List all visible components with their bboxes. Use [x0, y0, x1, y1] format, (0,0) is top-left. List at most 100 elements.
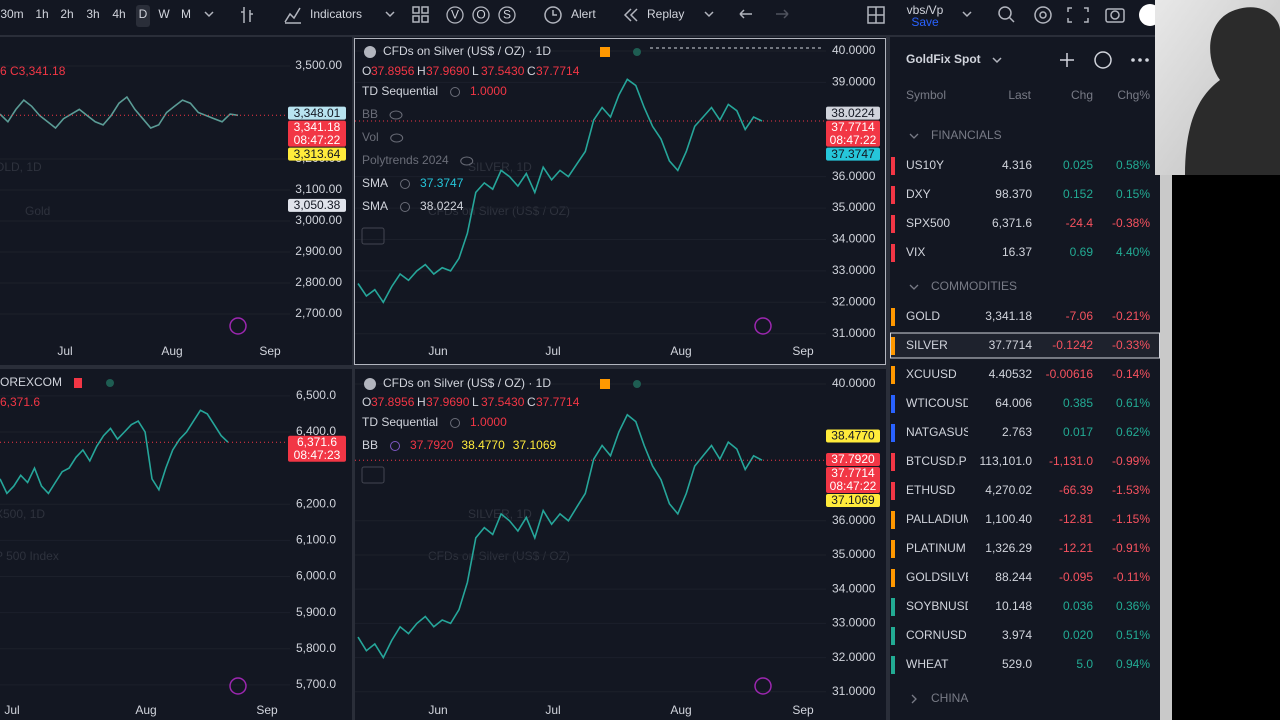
- save-label[interactable]: Save: [911, 15, 939, 29]
- symbol[interactable]: CORNUSD: [906, 628, 967, 642]
- x-tick-label: Sep: [792, 703, 814, 717]
- symbol[interactable]: SOYBNUSD: [906, 599, 974, 613]
- redo-icon[interactable]: [776, 9, 789, 19]
- x-tick-label: Jul: [545, 344, 560, 358]
- lightning-icon[interactable]: [754, 677, 772, 695]
- dropdown-icon[interactable]: [385, 11, 395, 18]
- settings-icon[interactable]: [400, 202, 411, 212]
- symbol[interactable]: VIX: [906, 245, 925, 259]
- section-chevron[interactable]: [909, 133, 919, 139]
- indicator-name[interactable]: TD Sequential: [362, 415, 438, 429]
- symbol[interactable]: WHEAT: [906, 657, 949, 671]
- panel-title[interactable]: CFDs on Silver (US$ / OZ) · 1D: [383, 44, 551, 58]
- interval-button[interactable]: 1h: [35, 7, 48, 21]
- scrollbar[interactable]: [1160, 175, 1172, 720]
- interval-button[interactable]: 3h: [86, 7, 99, 21]
- section-header[interactable]: COMMODITIES: [931, 279, 1017, 293]
- replay-icon[interactable]: [623, 8, 638, 22]
- dropdown-icon[interactable]: [704, 11, 714, 18]
- layout-icon[interactable]: [867, 6, 885, 24]
- hidden-eye-icon[interactable]: [390, 133, 404, 143]
- dropdown-icon[interactable]: [962, 11, 972, 18]
- settings-icon[interactable]: [450, 87, 461, 97]
- symbol[interactable]: SILVER: [906, 338, 948, 352]
- symbol[interactable]: ETHUSD: [906, 483, 956, 497]
- undo-icon[interactable]: [739, 9, 752, 19]
- badge-letter[interactable]: S: [503, 8, 511, 22]
- interval-button[interactable]: 4h: [112, 7, 125, 21]
- layout-name[interactable]: vbs/Vp: [907, 3, 944, 17]
- replay-button[interactable]: Replay: [647, 7, 684, 21]
- panel-title[interactable]: CFDs on Silver (US$ / OZ) · 1D: [383, 376, 551, 390]
- symbol[interactable]: PLATINUM: [906, 541, 966, 555]
- column-header[interactable]: Last: [1008, 88, 1031, 102]
- indicator-name[interactable]: BB: [362, 438, 378, 452]
- symbol[interactable]: GOLD: [906, 309, 940, 323]
- symbol[interactable]: WTICOUSD: [906, 396, 972, 410]
- ohlc-key: O: [362, 64, 371, 78]
- badge-letter[interactable]: O: [476, 8, 485, 22]
- section-header[interactable]: FINANCIALS: [931, 128, 1002, 142]
- alert-button[interactable]: Alert: [571, 7, 596, 21]
- settings-icon[interactable]: [390, 441, 401, 451]
- last-price: 1,100.40: [985, 512, 1032, 526]
- interval-button[interactable]: M: [181, 7, 191, 21]
- watermark: SILVER, 1D: [468, 160, 532, 174]
- indicator-name[interactable]: SMA: [362, 199, 388, 213]
- more-icon[interactable]: [1131, 58, 1149, 62]
- section-header[interactable]: CHINA: [931, 691, 968, 705]
- collapse-button[interactable]: [361, 227, 385, 245]
- indicators-button[interactable]: Indicators: [310, 7, 362, 21]
- indicator-name[interactable]: Vol: [362, 130, 379, 144]
- symbol[interactable]: US10Y: [906, 158, 944, 172]
- badge-circle[interactable]: [472, 6, 490, 24]
- badge-circle[interactable]: [446, 6, 464, 24]
- change-percent: 0.15%: [1116, 187, 1150, 201]
- templates-icon[interactable]: [412, 6, 429, 23]
- indicator-name[interactable]: Polytrends 2024: [362, 153, 449, 167]
- change: 0.020: [1063, 628, 1093, 642]
- interval-button[interactable]: 2h: [60, 7, 73, 21]
- section-chevron[interactable]: [909, 284, 919, 290]
- collapse-button[interactable]: [361, 466, 385, 484]
- lightning-icon[interactable]: [754, 317, 772, 335]
- interval-button[interactable]: W: [158, 7, 170, 21]
- symbol[interactable]: GOLDSILVER: [906, 570, 982, 584]
- column-header[interactable]: Chg: [1071, 88, 1093, 102]
- selected-row[interactable]: [890, 332, 1160, 359]
- alert-icon[interactable]: [544, 6, 562, 24]
- symbol[interactable]: DXY: [906, 187, 931, 201]
- settings-icon[interactable]: [450, 418, 461, 428]
- y-tick-label: 33.0000: [832, 263, 876, 277]
- interval-button[interactable]: 30m: [0, 7, 23, 21]
- dropdown-icon[interactable]: [204, 11, 214, 18]
- indicator-name[interactable]: SMA: [362, 176, 388, 190]
- indicator-name[interactable]: TD Sequential: [362, 84, 438, 98]
- column-header[interactable]: Chg%: [1117, 88, 1150, 102]
- column-header[interactable]: Symbol: [906, 88, 946, 102]
- symbol[interactable]: SPX500: [906, 216, 950, 230]
- add-symbol-icon[interactable]: [1060, 53, 1074, 67]
- chart-type-icon[interactable]: [241, 7, 253, 23]
- hidden-eye-icon[interactable]: [389, 110, 403, 120]
- interval-button[interactable]: D: [139, 7, 148, 21]
- symbol[interactable]: NATGASUS: [906, 425, 971, 439]
- symbol[interactable]: PALLADIUM: [906, 512, 973, 526]
- badge-circle[interactable]: [498, 6, 516, 24]
- watchlist-icon[interactable]: [1094, 51, 1112, 69]
- settings-icon[interactable]: [400, 179, 411, 189]
- last-price: 3,341.18: [985, 309, 1032, 323]
- dropdown-icon[interactable]: [992, 57, 1002, 64]
- lightning-icon[interactable]: [229, 317, 247, 335]
- toolbar-icons[interactable]: [998, 6, 1125, 24]
- indicator-name[interactable]: BB: [362, 107, 378, 121]
- symbol[interactable]: XCUUSD: [906, 367, 957, 381]
- price-line: [357, 413, 763, 660]
- indicators-icon[interactable]: [284, 7, 301, 24]
- symbol[interactable]: BTCUSD.P: [906, 454, 967, 468]
- badge-letter[interactable]: V: [451, 8, 459, 22]
- section-chevron[interactable]: [911, 694, 917, 704]
- watchlist-title[interactable]: GoldFix Spot: [906, 52, 981, 66]
- hidden-eye-icon[interactable]: [460, 156, 474, 166]
- lightning-icon[interactable]: [229, 677, 247, 695]
